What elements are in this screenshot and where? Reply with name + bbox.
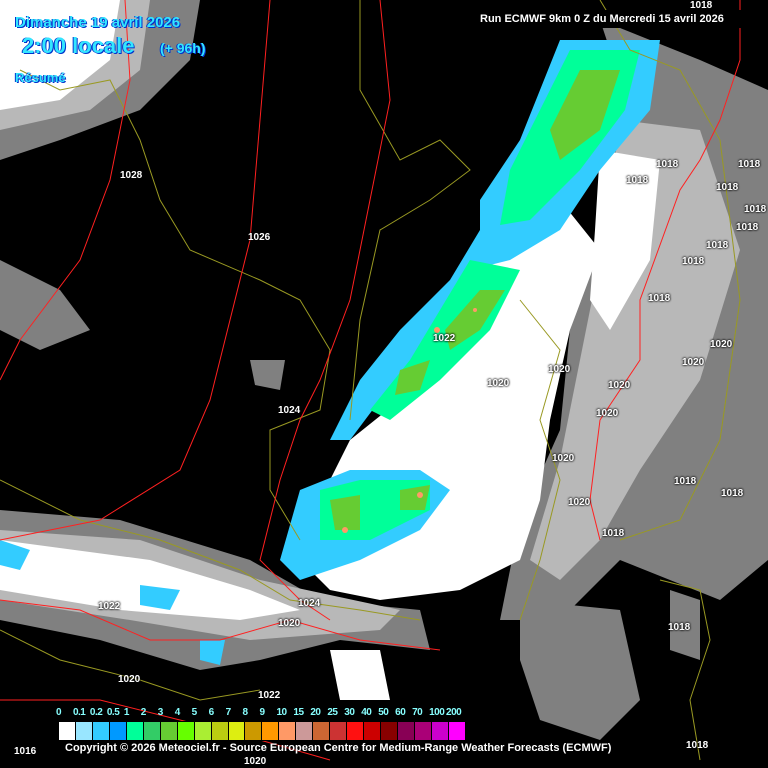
legend-tick: 0.1 <box>72 707 86 718</box>
legend-tick: 9 <box>259 707 266 718</box>
legend-swatch <box>347 722 365 740</box>
legend-tick: 8 <box>242 707 249 718</box>
pressure-label: 1020 <box>548 364 571 375</box>
legend-tick: 0.5 <box>106 707 120 718</box>
legend-swatch <box>262 722 280 740</box>
pressure-label: 1018 <box>744 204 767 215</box>
legend-swatch <box>160 722 178 740</box>
pressure-label: 1020 <box>278 618 301 629</box>
pressure-label: 1022 <box>258 690 281 701</box>
country-borders <box>0 0 741 761</box>
legend-tick: 3 <box>157 707 164 718</box>
pressure-label: 1020 <box>118 674 141 685</box>
pressure-label: 1020 <box>710 339 733 350</box>
legend-swatch <box>364 722 382 740</box>
legend-swatch <box>194 722 212 740</box>
legend-swatch <box>296 722 314 740</box>
pressure-label: 1018 <box>736 222 759 233</box>
legend-tick: 6 <box>208 707 215 718</box>
pressure-label: 1018 <box>721 488 744 499</box>
pressure-label: 1016 <box>14 746 37 757</box>
pressure-label: 1018 <box>626 175 649 186</box>
pressure-label: 1018 <box>690 0 713 11</box>
legend-tick: 100 <box>429 707 445 718</box>
pressure-label: 1018 <box>668 622 691 633</box>
pressure-label: 1028 <box>120 170 143 181</box>
pressure-label: 1018 <box>686 740 709 751</box>
legend-swatch <box>59 722 76 740</box>
legend-swatch <box>109 722 127 740</box>
legend-swatch <box>143 722 161 740</box>
legend-swatch <box>448 722 466 740</box>
legend-tick: 70 <box>412 707 423 718</box>
summary-link[interactable]: Résumé <box>15 70 66 85</box>
legend-tick: 0 <box>56 707 62 718</box>
pressure-label: 1018 <box>716 182 739 193</box>
legend-ticks: 0 0.1 0.2 0.5 1 2 3 4 5 6 7 8 9 10 15 20 25 30 40 50 60 70 100… <box>52 707 472 719</box>
legend-swatch <box>431 722 449 740</box>
legend-tick: 30 <box>344 707 355 718</box>
precipitation-moderate <box>330 70 620 530</box>
legend-swatch <box>415 722 432 740</box>
pressure-label: 1022 <box>98 601 121 612</box>
pressure-label: 1018 <box>674 476 697 487</box>
precipitation-heavy <box>342 308 477 533</box>
legend-swatch <box>75 722 93 740</box>
pressure-label: 1020 <box>608 380 631 391</box>
pressure-label: 1022 <box>433 333 456 344</box>
legend-swatch <box>228 722 246 740</box>
legend-swatch <box>381 722 399 740</box>
pressure-label: 1026 <box>248 232 271 243</box>
pressure-label: 1018 <box>682 256 705 267</box>
pressure-label: 1020 <box>682 357 705 368</box>
legend-tick: 7 <box>225 707 232 718</box>
pressure-label: 1018 <box>602 528 625 539</box>
forecast-date: Dimanche 19 avril 2026 <box>15 14 181 31</box>
legend-tick: 2 <box>140 707 147 718</box>
pressure-label: 1018 <box>738 159 761 170</box>
legend-swatch <box>92 722 110 740</box>
pressure-label: 1020 <box>596 408 619 419</box>
legend-tick: 40 <box>361 707 372 718</box>
model-run-label: Run ECMWF 9km 0 Z du Mercredi 15 avril 2… <box>470 10 768 28</box>
pressure-label: 1020 <box>568 497 591 508</box>
legend-tick: 4 <box>174 707 181 718</box>
legend-swatch <box>398 722 416 740</box>
pressure-label: 1024 <box>298 598 321 609</box>
legend-tick: 10 <box>276 707 287 718</box>
legend-tick: 0.2 <box>89 707 103 718</box>
legend-swatch <box>330 722 348 740</box>
pressure-label: 1018 <box>706 240 729 251</box>
isobars <box>0 0 741 761</box>
legend-tick: 5 <box>191 707 198 718</box>
pressure-label: 1024 <box>278 405 301 416</box>
legend-tick: 60 <box>395 707 406 718</box>
pressure-label: 1018 <box>648 293 671 304</box>
forecast-lead-time: (+ 96h) <box>160 40 206 56</box>
pressure-label: 1018 <box>656 159 679 170</box>
pressure-label: 1020 <box>487 378 510 389</box>
legend-swatch <box>177 722 195 740</box>
legend-swatch <box>245 722 263 740</box>
legend-tick: 20 <box>310 707 321 718</box>
legend-tick: 200 <box>446 707 462 718</box>
legend-swatch <box>279 722 297 740</box>
legend-tick: 1 <box>123 707 130 718</box>
legend-tick: 15 <box>293 707 304 718</box>
forecast-time: 2:00 locale <box>22 33 135 58</box>
pressure-label: 1020 <box>244 756 267 767</box>
legend-swatch <box>211 722 229 740</box>
pressure-label: 1020 <box>552 453 575 464</box>
legend-tick: 25 <box>327 707 338 718</box>
legend-swatch <box>126 722 144 740</box>
precipitation-legend <box>58 721 467 741</box>
copyright: Copyright © 2026 Meteociel.fr - Source E… <box>65 742 612 754</box>
legend-tick: 50 <box>378 707 389 718</box>
legend-swatch <box>313 722 331 740</box>
